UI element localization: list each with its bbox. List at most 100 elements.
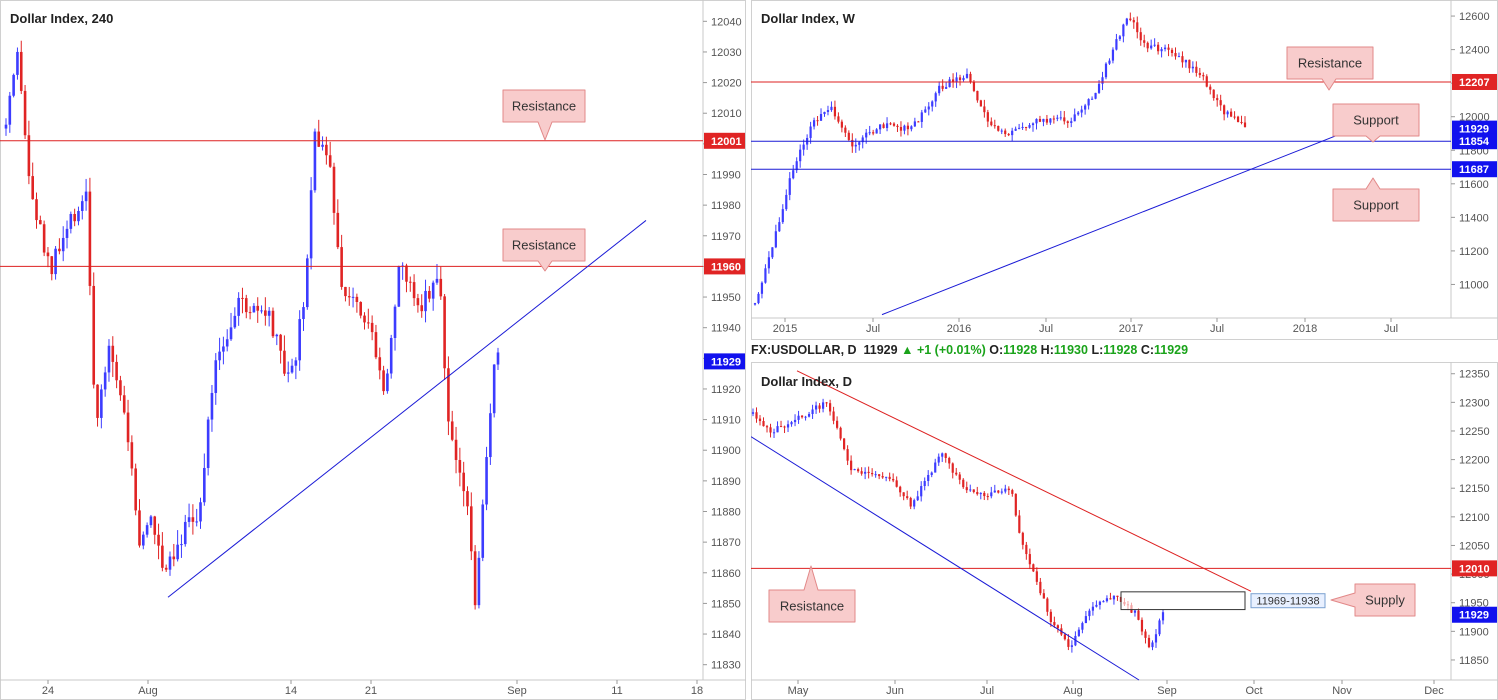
- candle-body: [892, 123, 896, 126]
- callout-shape: [1332, 177, 1420, 222]
- candle-body: [1014, 493, 1017, 516]
- daily-chart-panel[interactable]: 1185011900119501200012050121001215012200…: [751, 362, 1498, 700]
- candle-body: [313, 131, 317, 191]
- candle-body: [378, 357, 382, 371]
- candle-body: [203, 467, 206, 503]
- candle-body: [1198, 72, 1201, 76]
- annotation-callout: Resistance: [768, 565, 856, 623]
- h4-chart[interactable]: 11830 11840 11850 11860 11870 11880 11890 11900…: [0, 0, 746, 700]
- candle-body: [328, 155, 332, 167]
- candle-body: [267, 310, 271, 316]
- candle-body: [321, 144, 324, 147]
- candle-body: [997, 490, 1000, 493]
- candle-body: [847, 132, 850, 140]
- price-badge: [1452, 120, 1497, 137]
- candle-body: [823, 111, 826, 115]
- candle-body: [906, 496, 909, 499]
- candle-body: [1202, 75, 1205, 77]
- candle-body: [790, 422, 793, 425]
- candle-body: [1160, 49, 1163, 52]
- candle-body: [1070, 121, 1073, 123]
- candle-body: [1011, 130, 1014, 136]
- candle-body: [1018, 515, 1021, 533]
- callout-shape: [768, 565, 856, 623]
- price-badge-label: 11960: [711, 261, 741, 273]
- candle-body: [864, 471, 867, 474]
- candle-body: [762, 421, 765, 427]
- candle-body: [776, 426, 779, 433]
- candle-body: [275, 334, 279, 337]
- candle-body: [233, 315, 237, 328]
- price-badge: [1452, 133, 1497, 150]
- candle-body: [50, 256, 54, 275]
- candle-body: [69, 213, 73, 229]
- candle-body: [1139, 32, 1142, 41]
- candle-body: [168, 556, 172, 570]
- weekly-chart-panel[interactable]: 1100011200114001160011800120001220012400…: [751, 0, 1498, 340]
- candle-body: [1042, 118, 1045, 122]
- candle-body: [1084, 616, 1088, 624]
- panel-frame: [751, 0, 1498, 340]
- candle-body: [389, 337, 393, 374]
- candle-body: [172, 556, 176, 560]
- h4-chart-panel[interactable]: 11830 11840 11850 11860 11870 11880 11890 11900…: [0, 0, 746, 700]
- candle-body: [924, 109, 927, 113]
- candle-body: [927, 474, 930, 481]
- candle-body: [107, 345, 111, 373]
- candle-body: [913, 121, 916, 127]
- candle-body: [888, 476, 891, 479]
- candle-body: [1161, 612, 1165, 621]
- candle-body: [111, 345, 115, 362]
- candle-body: [355, 296, 359, 303]
- y-tick-label: 12150: [1459, 483, 1490, 495]
- candle-body: [126, 412, 130, 443]
- weekly-chart[interactable]: 1100011200114001160011800120001220012400…: [751, 0, 1498, 340]
- candle-body: [836, 420, 839, 428]
- candle-body: [279, 334, 282, 351]
- y-tick-label: 12040: [711, 16, 742, 28]
- candle-body: [1025, 544, 1028, 555]
- candle-body: [878, 474, 881, 477]
- candle-body: [778, 222, 781, 232]
- candle-body: [839, 427, 842, 439]
- low-value: 11928: [1103, 343, 1138, 357]
- y-tick-label: 11980: [711, 200, 741, 212]
- candle-body: [462, 472, 465, 492]
- candle-body: [1000, 130, 1003, 132]
- candle-body: [443, 296, 446, 369]
- candle-body: [283, 350, 286, 374]
- candle-body: [772, 432, 776, 434]
- candle-body: [1024, 126, 1028, 128]
- price-badge: [1452, 560, 1497, 577]
- candle-body: [1212, 89, 1215, 99]
- candle-body: [1102, 601, 1105, 603]
- candle-body: [930, 472, 933, 475]
- x-tick-label: Jul: [866, 323, 880, 335]
- candle-body: [1088, 610, 1091, 617]
- y-tick-label: 12010: [711, 108, 742, 120]
- candle-body: [969, 489, 972, 491]
- candle-body: [1240, 121, 1243, 123]
- symbol-label: FX:USDOLLAR, D: [751, 343, 857, 357]
- high-label: H:: [1040, 343, 1054, 357]
- candle-body: [412, 282, 416, 299]
- candle-body: [294, 360, 298, 366]
- candle-body: [910, 126, 913, 130]
- y-tick-label: 12400: [1459, 45, 1490, 57]
- candle-body: [1090, 98, 1094, 100]
- candle-body: [73, 213, 76, 222]
- price-badge-label: 11687: [1459, 164, 1489, 176]
- candle-body: [1004, 130, 1007, 135]
- candle-body: [1021, 126, 1024, 128]
- candle-body: [1223, 105, 1226, 115]
- candle-body: [1073, 114, 1076, 122]
- candle-body: [1028, 125, 1031, 128]
- candle-body: [1146, 42, 1149, 49]
- candle-body: [290, 365, 294, 373]
- candle-body: [951, 79, 955, 83]
- candle-body: [1081, 623, 1084, 630]
- y-tick-label: 11600: [1459, 179, 1489, 191]
- zone-label-box: [1250, 593, 1326, 609]
- candle-body: [1000, 491, 1003, 493]
- daily-chart[interactable]: 1185011900119501200012050121001215012200…: [751, 362, 1498, 700]
